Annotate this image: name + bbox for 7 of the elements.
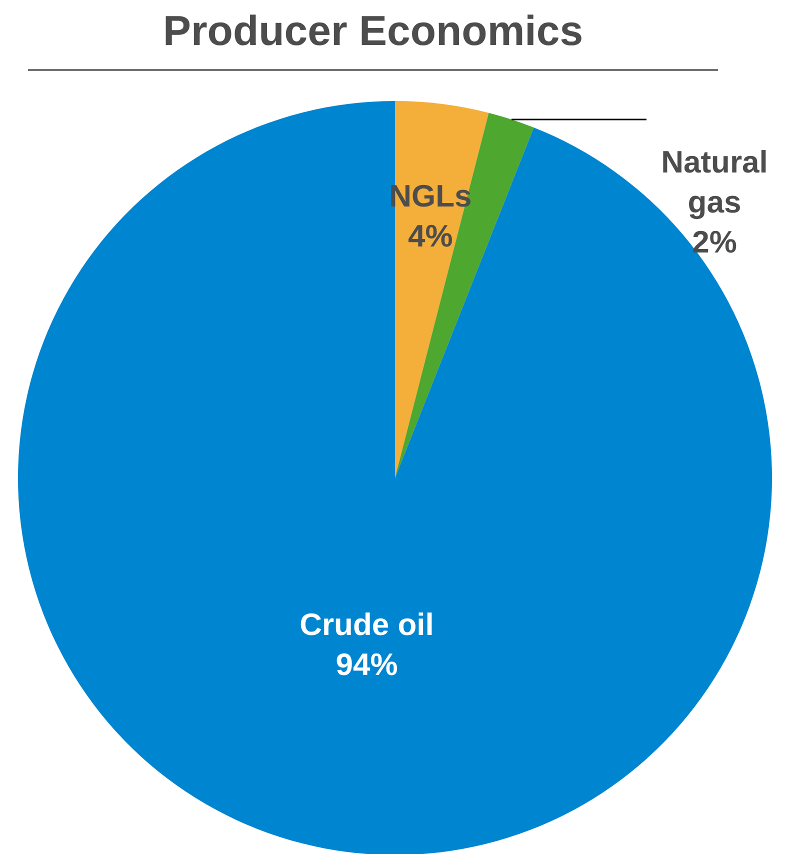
slice-label: Natural gas [661, 144, 768, 220]
data-label: 2% [692, 224, 737, 260]
data-label: 94% [336, 647, 398, 682]
chart-title: Producer Economics [162, 7, 584, 54]
slice-label: Crude oil [300, 607, 434, 642]
pie-slice [18, 101, 772, 854]
data-label: 4% [408, 218, 453, 254]
